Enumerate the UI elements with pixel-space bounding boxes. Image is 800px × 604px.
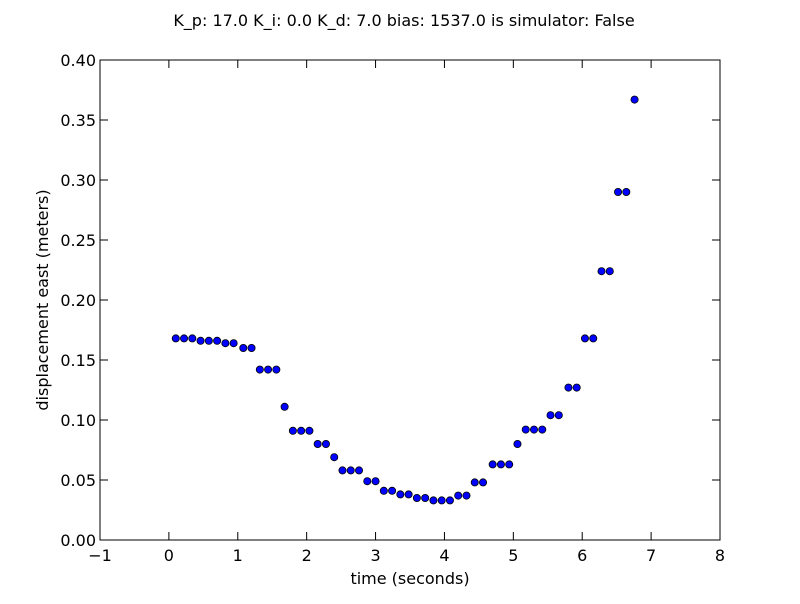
data-point [280, 402, 289, 411]
x-tick-label: 6 [577, 546, 587, 565]
data-point [605, 267, 614, 276]
data-point [272, 365, 281, 374]
y-axis: 0.00 0.05 0.10 0.15 0.20 0.25 0.30 0.35 0.40 [60, 51, 720, 550]
data-point [388, 486, 397, 495]
x-tick-label: 4 [439, 546, 449, 565]
data-point [488, 460, 497, 469]
data-point [264, 365, 273, 374]
data-point [462, 491, 471, 500]
data-point [429, 496, 438, 505]
y-tick-label: 0.00 [60, 531, 96, 550]
x-axis: −1 0 1 2 3 4 5 6 7 8 [88, 60, 725, 565]
y-axis-label: displacement east (meters) [33, 189, 52, 410]
data-point [538, 425, 547, 434]
y-tick-label: 0.05 [60, 471, 96, 490]
data-point [412, 493, 421, 502]
data-point [505, 460, 514, 469]
y-tick-label: 0.10 [60, 411, 96, 430]
data-point [305, 426, 314, 435]
data-point [622, 187, 631, 196]
x-tick-label: 7 [646, 546, 656, 565]
plot-area [99, 59, 721, 541]
data-point [239, 343, 248, 352]
data-point [196, 336, 205, 345]
data-point [221, 339, 230, 348]
data-point [180, 334, 189, 343]
data-point [363, 477, 372, 486]
data-point [346, 466, 355, 475]
data-point [572, 383, 581, 392]
y-tick-label: 0.15 [60, 351, 96, 370]
data-point [379, 486, 388, 495]
y-tick-label: 0.20 [60, 291, 96, 310]
data-point [338, 466, 347, 475]
y-tick-label: 0.25 [60, 231, 96, 250]
data-point [580, 334, 589, 343]
data-point [297, 426, 306, 435]
data-point [213, 336, 222, 345]
chart-title: K_p: 17.0 K_i: 0.0 K_d: 7.0 bias: 1537.0… [173, 11, 634, 31]
y-tick-label: 0.35 [60, 111, 96, 130]
data-point [396, 490, 405, 499]
data-point [445, 496, 454, 505]
data-point [470, 478, 479, 487]
data-point [204, 336, 213, 345]
data-point [188, 334, 197, 343]
data-point [496, 460, 505, 469]
scatter-points [171, 95, 639, 505]
data-point [321, 439, 330, 448]
data-point [630, 95, 639, 104]
x-tick-label: 8 [715, 546, 725, 565]
data-point [355, 466, 364, 475]
data-point [597, 267, 606, 276]
data-point [404, 490, 413, 499]
data-point [530, 425, 539, 434]
data-point [454, 491, 463, 500]
data-point [554, 411, 563, 420]
data-point [614, 187, 623, 196]
data-point [247, 343, 256, 352]
x-tick-label: 5 [508, 546, 518, 565]
x-tick-label: 0 [164, 546, 174, 565]
data-point [564, 383, 573, 392]
data-point [330, 453, 339, 462]
data-point [479, 478, 488, 487]
data-point [229, 339, 238, 348]
data-point [255, 365, 264, 374]
y-tick-label: 0.40 [60, 51, 96, 70]
x-axis-label: time (seconds) [350, 569, 469, 588]
y-tick-label: 0.30 [60, 171, 96, 190]
data-point [371, 477, 380, 486]
data-point [437, 496, 446, 505]
data-point [513, 439, 522, 448]
x-tick-label: 3 [370, 546, 380, 565]
x-tick-label: −1 [88, 546, 112, 565]
data-point [171, 334, 180, 343]
data-point [589, 334, 598, 343]
data-point [546, 411, 555, 420]
data-point [313, 439, 322, 448]
x-tick-label: 2 [302, 546, 312, 565]
data-point [421, 493, 430, 502]
data-point [288, 426, 297, 435]
x-tick-label: 1 [233, 546, 243, 565]
data-point [521, 425, 530, 434]
